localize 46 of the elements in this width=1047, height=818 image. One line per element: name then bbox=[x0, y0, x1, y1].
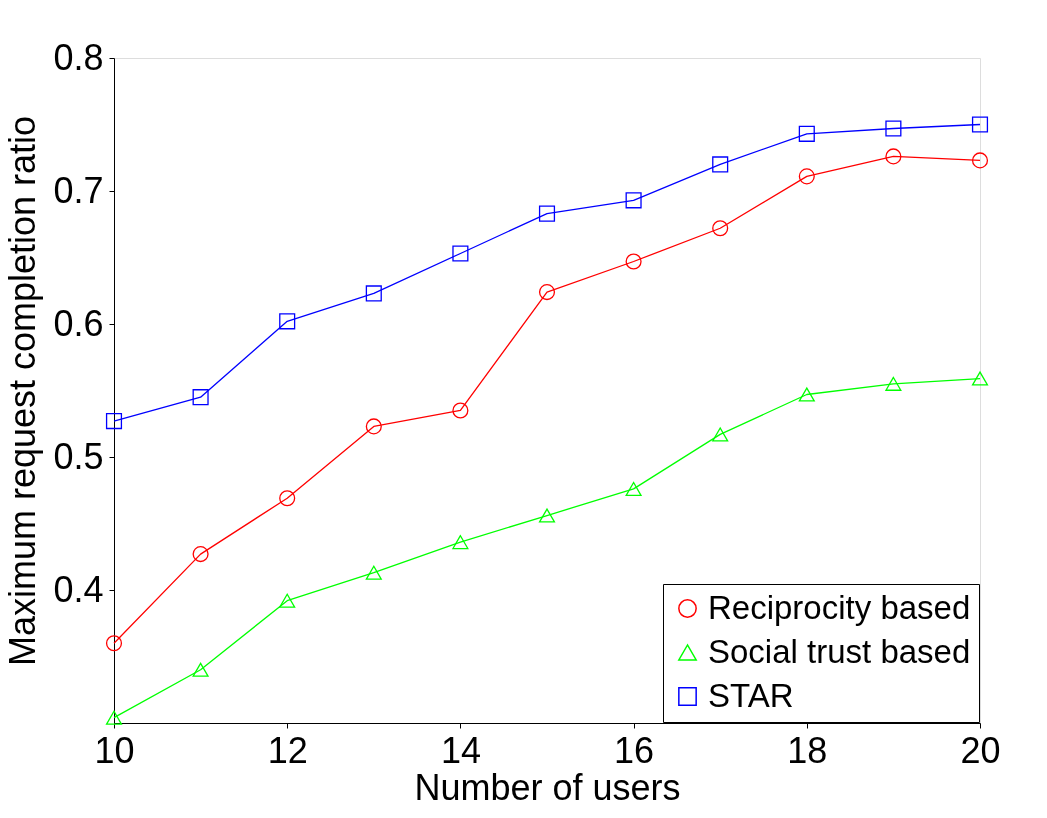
y-tick-label: 0.8 bbox=[53, 36, 104, 78]
point bbox=[885, 120, 902, 137]
point bbox=[279, 490, 296, 507]
point bbox=[798, 168, 815, 185]
legend-label: Social trust based bbox=[708, 632, 971, 670]
x-tick-label: 20 bbox=[960, 729, 1001, 771]
point bbox=[105, 413, 123, 430]
y-tick-label: 0.5 bbox=[53, 435, 104, 477]
point bbox=[365, 285, 382, 302]
point bbox=[538, 205, 556, 222]
y-tick-label: 0.4 bbox=[53, 568, 104, 610]
point bbox=[192, 546, 209, 563]
point bbox=[885, 148, 902, 165]
point bbox=[712, 156, 729, 173]
point bbox=[798, 387, 815, 402]
point bbox=[452, 245, 469, 262]
point bbox=[365, 418, 382, 435]
point bbox=[192, 389, 209, 406]
y-axis-title: Maximum request completion ratio bbox=[2, 115, 44, 667]
point bbox=[625, 192, 642, 209]
point bbox=[971, 116, 989, 133]
point bbox=[712, 220, 729, 237]
point bbox=[971, 371, 989, 386]
point bbox=[712, 427, 729, 442]
legend-label: STAR bbox=[708, 676, 794, 714]
x-tick-label: 10 bbox=[94, 729, 135, 771]
point bbox=[625, 481, 642, 496]
point bbox=[279, 313, 296, 330]
point bbox=[452, 402, 469, 419]
point bbox=[105, 710, 123, 725]
point bbox=[971, 152, 989, 169]
x-tick-label: 18 bbox=[787, 729, 828, 771]
point bbox=[279, 593, 296, 608]
point bbox=[538, 508, 556, 523]
point bbox=[798, 125, 815, 142]
y-tick-label: 0.7 bbox=[53, 169, 104, 211]
point bbox=[365, 565, 382, 580]
point bbox=[625, 253, 642, 270]
point bbox=[105, 635, 123, 652]
point bbox=[885, 376, 902, 391]
legend-label: Reciprocity based bbox=[708, 588, 971, 626]
y-tick-label: 0.6 bbox=[53, 302, 104, 344]
point bbox=[538, 284, 556, 301]
x-tick-label: 12 bbox=[267, 729, 308, 771]
point bbox=[192, 662, 209, 677]
point bbox=[452, 535, 469, 550]
